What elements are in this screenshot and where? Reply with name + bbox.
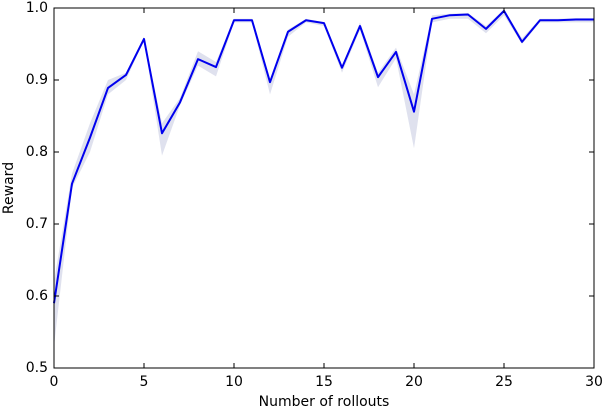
y-axis-label: Reward	[1, 162, 17, 214]
y-tick-label: 0.5	[26, 360, 48, 376]
x-tick-label: 5	[140, 374, 149, 390]
x-tick-label: 10	[225, 374, 243, 390]
x-tick-label: 0	[50, 374, 59, 390]
y-tick-label: 0.7	[26, 216, 48, 232]
x-axis-label: Number of rollouts	[259, 394, 390, 410]
plot-frame	[53, 7, 595, 369]
line	[53, 9, 594, 304]
x-tick-label: 15	[315, 374, 333, 390]
confidence-band	[54, 9, 594, 347]
x-tick-label: 30	[585, 374, 603, 390]
y-tick-label: 0.8	[26, 144, 48, 160]
y-tick-label: 0.6	[26, 288, 48, 304]
x-tick-label: 20	[405, 374, 423, 390]
y-tick-label: 1.0	[26, 0, 48, 16]
y-tick-label: 0.9	[26, 72, 48, 88]
x-tick-label: 25	[495, 374, 513, 390]
